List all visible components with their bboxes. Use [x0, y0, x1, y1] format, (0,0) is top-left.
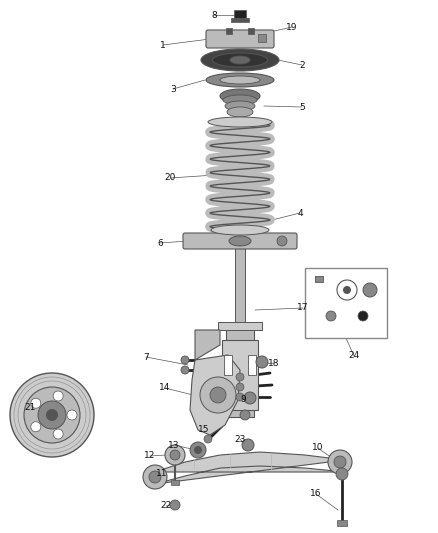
Ellipse shape — [223, 95, 257, 105]
Circle shape — [165, 445, 185, 465]
Bar — [235, 247, 245, 327]
Circle shape — [334, 456, 346, 468]
Circle shape — [31, 422, 41, 432]
Bar — [226, 28, 232, 34]
FancyBboxPatch shape — [183, 233, 297, 249]
Bar — [315, 276, 323, 282]
Ellipse shape — [206, 73, 274, 87]
Circle shape — [204, 435, 212, 443]
Text: 19: 19 — [286, 22, 298, 31]
Bar — [218, 322, 262, 330]
Text: 5: 5 — [299, 102, 305, 111]
Text: 21: 21 — [25, 403, 35, 413]
Text: 9: 9 — [240, 395, 246, 405]
Bar — [248, 28, 254, 34]
Polygon shape — [155, 452, 345, 484]
Circle shape — [240, 410, 250, 420]
Circle shape — [363, 283, 377, 297]
Bar — [234, 10, 246, 18]
Ellipse shape — [227, 107, 253, 117]
Circle shape — [336, 468, 348, 480]
Circle shape — [277, 236, 287, 246]
Circle shape — [46, 409, 58, 421]
Bar — [231, 18, 249, 22]
Circle shape — [194, 446, 202, 454]
Bar — [258, 34, 266, 42]
Circle shape — [328, 450, 352, 474]
Circle shape — [242, 439, 254, 451]
Circle shape — [170, 450, 180, 460]
Circle shape — [181, 366, 189, 374]
Bar — [171, 480, 179, 485]
FancyBboxPatch shape — [206, 30, 274, 48]
Circle shape — [53, 391, 63, 401]
Circle shape — [53, 429, 63, 439]
Circle shape — [67, 410, 77, 420]
Text: 4: 4 — [297, 208, 303, 217]
Circle shape — [358, 311, 368, 321]
Bar — [222, 340, 258, 410]
Ellipse shape — [220, 76, 260, 84]
Text: 2: 2 — [299, 61, 305, 69]
Circle shape — [244, 392, 256, 404]
Ellipse shape — [211, 225, 269, 235]
Circle shape — [190, 442, 206, 458]
Circle shape — [236, 373, 244, 381]
Bar — [305, 268, 387, 338]
Ellipse shape — [201, 49, 279, 71]
Text: 24: 24 — [348, 351, 360, 360]
Text: 8: 8 — [211, 11, 217, 20]
Text: 14: 14 — [159, 384, 171, 392]
Circle shape — [210, 387, 226, 403]
Ellipse shape — [229, 236, 251, 246]
Text: 3: 3 — [170, 85, 176, 93]
Ellipse shape — [208, 117, 272, 127]
Circle shape — [31, 398, 41, 408]
Circle shape — [10, 373, 94, 457]
Circle shape — [143, 465, 167, 489]
Text: 15: 15 — [198, 425, 210, 434]
Circle shape — [170, 500, 180, 510]
Circle shape — [236, 383, 244, 391]
Circle shape — [181, 356, 189, 364]
Ellipse shape — [212, 53, 268, 67]
Text: 16: 16 — [310, 489, 322, 498]
Text: 22: 22 — [160, 502, 172, 511]
Circle shape — [200, 377, 236, 413]
Circle shape — [337, 280, 357, 300]
Ellipse shape — [225, 101, 255, 111]
Text: 12: 12 — [144, 451, 155, 461]
Polygon shape — [190, 355, 240, 435]
Text: 6: 6 — [157, 238, 163, 247]
Bar — [337, 520, 347, 526]
Text: 1: 1 — [160, 41, 166, 50]
Text: 17: 17 — [297, 303, 309, 312]
Text: 7: 7 — [143, 352, 149, 361]
Text: 13: 13 — [168, 440, 180, 449]
Circle shape — [256, 356, 268, 368]
Text: 10: 10 — [312, 443, 324, 453]
Circle shape — [326, 311, 336, 321]
Circle shape — [24, 387, 80, 443]
Text: 11: 11 — [156, 470, 168, 479]
Circle shape — [343, 286, 351, 294]
Bar — [224, 355, 232, 375]
Bar — [226, 327, 254, 417]
Polygon shape — [195, 330, 220, 360]
Circle shape — [236, 393, 244, 401]
Ellipse shape — [220, 89, 260, 103]
Circle shape — [149, 471, 161, 483]
Text: 23: 23 — [234, 434, 246, 443]
Ellipse shape — [230, 56, 250, 64]
Text: 18: 18 — [268, 359, 280, 367]
Circle shape — [38, 401, 66, 429]
Text: 20: 20 — [164, 174, 176, 182]
Bar — [248, 355, 256, 375]
